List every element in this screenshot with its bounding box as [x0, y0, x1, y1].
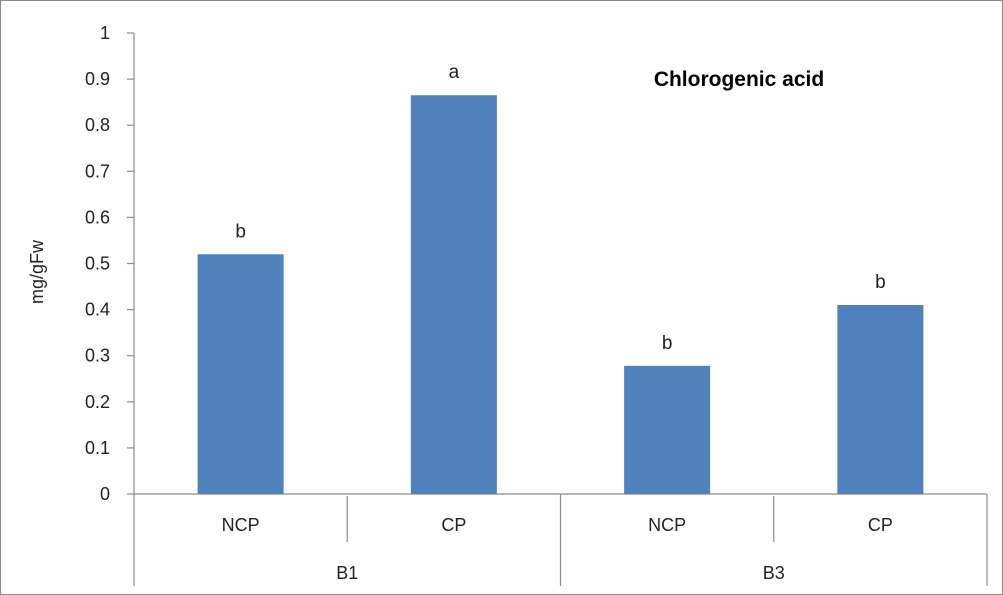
bar-ncp-1 — [197, 254, 284, 494]
y-tick-label: 0.2 — [85, 392, 110, 412]
y-tick-label: 1 — [100, 23, 110, 43]
x-group-label: B3 — [763, 563, 785, 583]
bar-ncp-3 — [624, 365, 711, 494]
bar-cp-2 — [410, 95, 497, 495]
data-label: a — [449, 62, 460, 83]
bars — [197, 95, 924, 495]
y-tick-label: 0.3 — [85, 346, 110, 366]
y-tick-label: 0.7 — [85, 161, 110, 181]
data-labels: b a b b — [235, 62, 885, 354]
data-label: b — [662, 333, 673, 354]
x-category-label: NCP — [222, 515, 260, 535]
data-label: b — [235, 221, 246, 242]
axes: 0 0.1 0.2 0.3 0.4 0.5 0.6 0.7 0.8 0.9 1 NCP CP B1 NCP C… — [85, 23, 988, 586]
data-label: b — [875, 272, 886, 293]
y-tick-label: 0.1 — [85, 438, 110, 458]
y-tick-label: 0.8 — [85, 115, 110, 135]
x-category-label: NCP — [648, 515, 686, 535]
chart-title: Chlorogenic acid — [654, 68, 824, 91]
bar-cp-4 — [837, 304, 924, 494]
y-axis-title: mg/gFw — [27, 239, 47, 304]
y-tick-label: 0.4 — [85, 300, 110, 320]
x-category-label: CP — [868, 515, 893, 535]
x-category-label: CP — [441, 515, 466, 535]
y-tick-label: 0.9 — [85, 69, 110, 89]
y-tick-label: 0.5 — [85, 254, 110, 274]
y-tick-label: 0 — [100, 484, 110, 504]
y-tick-label: 0.6 — [85, 207, 110, 227]
x-group-label: B1 — [336, 563, 358, 583]
